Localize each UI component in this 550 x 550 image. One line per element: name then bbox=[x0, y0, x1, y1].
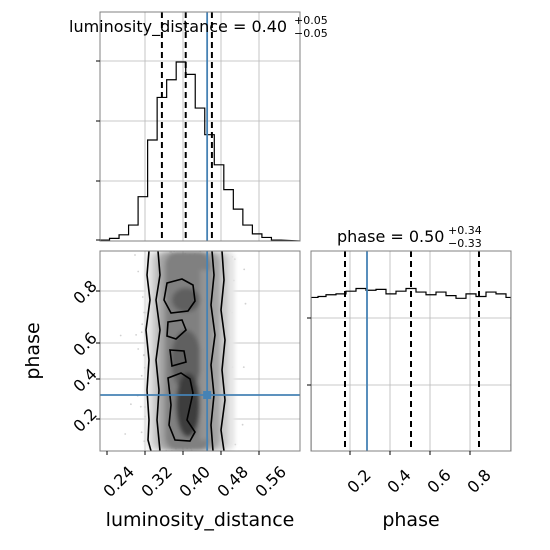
sample-point bbox=[135, 334, 138, 336]
phase-panel: phase = 0.50 +0.34 −0.33 0.2 0.4 0.6 0.8… bbox=[307, 224, 512, 531]
density-xtick-1: 0.32 bbox=[137, 462, 176, 501]
luminosity-distance-quantiles bbox=[160, 12, 213, 241]
sample-point bbox=[140, 374, 143, 377]
density-ytick-0: 0.2 bbox=[69, 404, 100, 435]
density-xtick-2: 0.40 bbox=[175, 462, 214, 501]
sample-point bbox=[242, 366, 245, 368]
phase-xtick-0: 0.2 bbox=[343, 465, 374, 496]
sample-point bbox=[143, 440, 146, 443]
density-truth-marker bbox=[203, 391, 212, 399]
phase-x-axis-label: phase bbox=[382, 509, 439, 531]
phase-xtick-3: 0.8 bbox=[463, 465, 494, 496]
panel-c-frame bbox=[99, 250, 301, 452]
density-xtick-0: 0.24 bbox=[99, 462, 138, 501]
sample-point bbox=[241, 423, 244, 426]
sample-point bbox=[119, 334, 122, 337]
phase-quantiles bbox=[344, 251, 480, 451]
sample-point bbox=[244, 302, 247, 305]
phase-title-minus: −0.33 bbox=[448, 237, 482, 250]
sample-point bbox=[141, 323, 144, 326]
luminosity-distance-title: luminosity_distance = 0.40 bbox=[69, 17, 287, 37]
phase-histogram-step bbox=[311, 287, 511, 451]
density-x-ticks bbox=[106, 451, 260, 455]
density-panel: 0.2 0.4 0.6 0.8 0.24 0.32 0.40 0.48 0.56… bbox=[22, 250, 301, 531]
panel-a-frame bbox=[99, 11, 301, 242]
panel-b-y-ticks bbox=[307, 317, 311, 386]
luminosity-distance-histogram bbox=[100, 61, 300, 241]
phase-xtick-1: 0.4 bbox=[383, 465, 414, 496]
density-xtick-3: 0.48 bbox=[213, 462, 252, 501]
density-y-ticks bbox=[96, 290, 100, 420]
phase-xtick-2: 0.6 bbox=[423, 465, 454, 496]
phase-title-plus: +0.34 bbox=[448, 224, 482, 237]
panel-a-grid bbox=[100, 12, 300, 241]
sample-point bbox=[143, 354, 145, 356]
sample-point bbox=[143, 311, 146, 314]
phase-y-axis-label: phase bbox=[22, 322, 44, 379]
sample-point bbox=[141, 296, 144, 298]
luminosity-distance-x-axis-label: luminosity_distance bbox=[106, 509, 295, 531]
density-xtick-4: 0.56 bbox=[251, 462, 290, 501]
density-ytick-3: 0.8 bbox=[69, 276, 100, 307]
sample-point bbox=[137, 348, 140, 350]
sample-point bbox=[124, 433, 127, 435]
sample-point bbox=[137, 270, 140, 273]
luminosity-distance-panel: luminosity_distance = 0.40 +0.05 −0.05 bbox=[69, 11, 328, 242]
density-contour-middle bbox=[155, 251, 216, 451]
luminosity-distance-title-minus: −0.05 bbox=[294, 27, 328, 40]
sample-point bbox=[134, 254, 136, 256]
sample-point bbox=[140, 431, 143, 434]
sample-point bbox=[130, 403, 132, 406]
density-ytick-2: 0.6 bbox=[69, 328, 100, 359]
luminosity-distance-title-plus: +0.05 bbox=[294, 14, 328, 27]
density-contour-outer bbox=[145, 251, 226, 451]
density-ytick-1: 0.4 bbox=[69, 364, 100, 395]
panel-a-y-ticks bbox=[96, 60, 100, 241]
density-contour-inner bbox=[163, 278, 196, 442]
panel-b-frame bbox=[310, 250, 512, 452]
sample-point bbox=[140, 331, 143, 334]
sample-point bbox=[142, 354, 145, 357]
phase-x-ticks bbox=[349, 451, 471, 455]
phase-title: phase = 0.50 bbox=[337, 227, 444, 246]
sample-point bbox=[243, 268, 246, 271]
sample-point bbox=[139, 405, 142, 408]
luminosity-distance-histogram-step bbox=[100, 61, 300, 241]
phase-histogram bbox=[311, 287, 511, 451]
